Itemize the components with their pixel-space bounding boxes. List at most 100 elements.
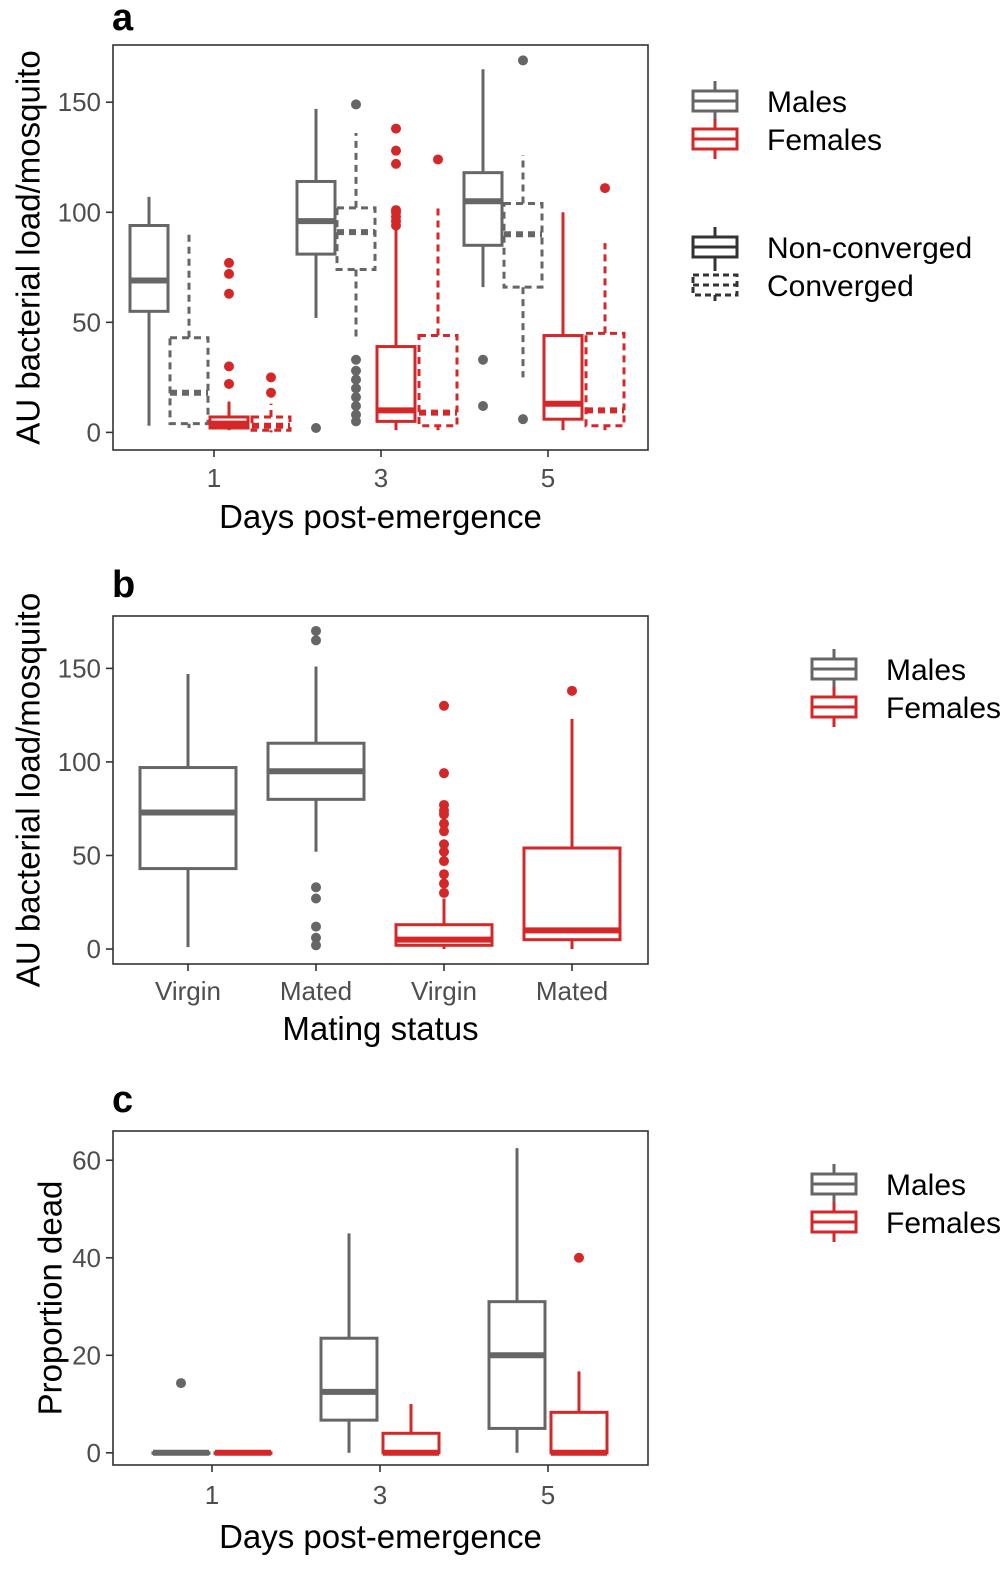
outlier-point <box>311 940 321 951</box>
x-tick-label: 3 <box>374 463 388 493</box>
panel-letter-a: a <box>112 0 134 39</box>
legend-label: Males <box>886 654 966 687</box>
box-males-converged-3 <box>335 99 377 427</box>
outlier-point <box>351 365 361 376</box>
x-tick-label: Virgin <box>155 976 221 1006</box>
legend-label: Females <box>886 692 1000 725</box>
y-tick-label: 100 <box>58 197 101 227</box>
outlier-point <box>311 882 321 893</box>
legend-label: Males <box>767 86 847 119</box>
outlier-point <box>351 392 361 403</box>
legend-key-males <box>691 81 739 121</box>
box-males-5 <box>487 1148 547 1453</box>
box-females-1 <box>208 257 250 431</box>
outlier-point <box>391 158 401 169</box>
outlier-point <box>439 799 449 810</box>
legend-label: Non-converged <box>767 232 972 265</box>
box-males-Mated <box>266 625 366 951</box>
outlier-point <box>224 257 234 268</box>
y-tick-label: 40 <box>72 1243 101 1273</box>
x-tick-label: 5 <box>541 463 555 493</box>
plot-frame <box>112 615 649 965</box>
box-females-Virgin <box>394 700 494 950</box>
outlier-point <box>311 422 321 433</box>
legend-label: Females <box>767 124 882 157</box>
legend-key-non-converged <box>691 227 739 267</box>
x-tick-label: 3 <box>373 1480 387 1510</box>
outlier-point <box>351 99 361 110</box>
box-males-converged-1 <box>168 232 210 428</box>
box-iqr <box>335 206 377 272</box>
legend-key-males <box>810 1164 858 1204</box>
outlier-point <box>439 856 449 867</box>
y-tick-label: 50 <box>72 307 101 337</box>
outlier-point <box>391 123 401 134</box>
outlier-point <box>478 400 488 411</box>
outlier-point <box>600 183 610 194</box>
box-males-1 <box>128 196 170 426</box>
panel-letter-b: b <box>112 564 135 606</box>
box-females-1 <box>213 1449 273 1456</box>
y-tick-label: 150 <box>58 87 101 117</box>
box-males-3 <box>319 1233 379 1453</box>
outlier-point <box>224 361 234 372</box>
box-females-converged-5 <box>584 183 626 431</box>
x-tick-label: 1 <box>207 463 221 493</box>
outlier-point <box>351 354 361 365</box>
outlier-point <box>478 354 488 365</box>
outlier-point <box>567 685 577 696</box>
outlier-point <box>351 400 361 411</box>
outlier-point <box>439 878 449 889</box>
box-females-converged-1 <box>250 372 292 433</box>
box-males-3 <box>295 108 337 433</box>
y-axis-title: AU bacterial load/mosquito <box>10 593 47 987</box>
box-iqr <box>502 201 544 289</box>
outlier-point <box>574 1252 584 1263</box>
legend-key-males <box>810 649 858 689</box>
y-axis-title: Proportion dead <box>32 1181 69 1416</box>
outlier-point <box>266 387 276 398</box>
legend-key-females <box>691 119 739 159</box>
outlier-point <box>351 374 361 385</box>
outlier-point <box>311 921 321 932</box>
box-females-Mated <box>522 685 622 950</box>
outlier-point <box>439 869 449 880</box>
box-iqr <box>128 223 170 313</box>
outlier-point <box>439 887 449 898</box>
outlier-point <box>311 932 321 943</box>
y-tick-label: 0 <box>87 417 101 447</box>
box-females-3 <box>375 123 417 431</box>
y-tick-label: 0 <box>87 1438 101 1468</box>
box-iqr <box>462 171 504 247</box>
box-iqr <box>549 1410 609 1455</box>
outlier-point <box>439 818 449 829</box>
x-tick-label: Mated <box>536 976 608 1006</box>
legend-label: Females <box>886 1207 1000 1240</box>
x-axis-title: Days post-emergence <box>219 1518 542 1555</box>
outlier-point <box>518 55 528 66</box>
outlier-point <box>311 635 321 646</box>
box-iqr <box>138 766 238 871</box>
y-tick-label: 50 <box>72 840 101 870</box>
box-iqr <box>522 846 622 942</box>
outlier-point <box>224 288 234 299</box>
y-tick-label: 0 <box>87 934 101 964</box>
box-iqr <box>295 179 337 256</box>
y-tick-label: 60 <box>72 1145 101 1175</box>
box-iqr <box>319 1336 379 1422</box>
y-axis-title: AU bacterial load/mosquito <box>10 50 47 444</box>
y-tick-label: 100 <box>58 747 101 777</box>
legend-label: Males <box>886 1169 966 1202</box>
legend-label: Converged <box>767 270 914 303</box>
x-tick-label: Mated <box>280 976 352 1006</box>
panel-letter-c: c <box>112 1079 133 1121</box>
x-axis-title: Days post-emergence <box>219 498 542 535</box>
box-iqr <box>487 1300 547 1430</box>
outlier-point <box>518 414 528 425</box>
y-tick-label: 20 <box>72 1340 101 1370</box>
outlier-point <box>433 154 443 165</box>
box-females-converged-3 <box>417 154 459 431</box>
outlier-point <box>439 846 449 857</box>
box-females-3 <box>381 1404 441 1456</box>
